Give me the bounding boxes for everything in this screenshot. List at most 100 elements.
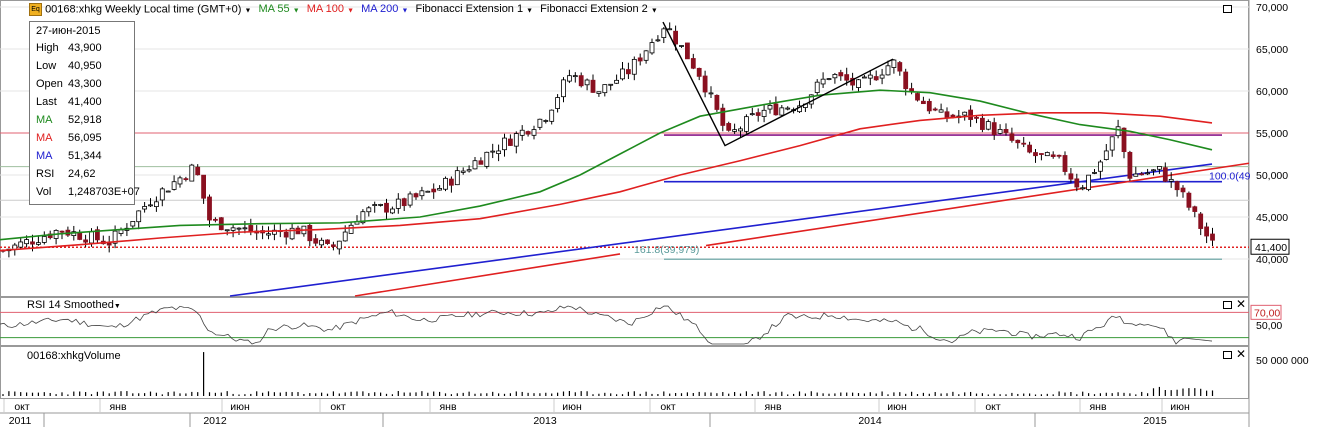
rsi-tick-box [1250,304,1282,320]
candle [89,231,94,244]
candle [572,75,578,78]
candle [224,229,230,232]
eq-icon[interactable]: Eq [29,3,42,16]
x-month-label: июн [562,401,582,413]
candle [590,79,596,93]
candle [867,74,873,79]
rsi-panel-title[interactable]: RSI 14 Smoothed▼ [27,299,121,311]
candle [136,210,142,223]
candle [395,198,401,209]
fib-label: 161.8(39,979) [634,244,699,256]
legend-ma100[interactable]: MA 100 [306,3,345,16]
legend-fib1[interactable]: Fibonacci Extension 1 [415,3,524,16]
info-row: Low 40,950 [36,58,102,74]
candle [348,224,354,234]
candle [496,150,502,155]
info-value: 40,950 [68,60,102,72]
candle [490,150,496,153]
dropdown-arrow-icon[interactable]: ▼ [244,7,252,15]
candle [738,128,743,132]
candle [637,57,643,62]
candle [1115,126,1121,137]
candle [944,111,950,118]
candle [148,204,153,207]
candle [460,170,466,173]
ma55-line [0,89,1213,241]
info-date: 27-июн-2015 [36,25,101,37]
dropdown-arrow-icon[interactable]: ▼ [526,7,534,15]
candle [1056,154,1062,157]
maximize-icon[interactable] [1223,351,1232,359]
dropdown-arrow-icon[interactable]: ▼ [113,303,121,310]
x-year-label: 2015 [1143,415,1167,427]
candle [118,229,124,234]
maximize-icon[interactable] [1223,5,1232,13]
candle [985,121,991,130]
candle [242,227,248,230]
rsi-tick-label: 50,00 [1256,320,1282,332]
candle [30,241,35,245]
candle [1145,172,1150,175]
rsi-line [0,305,1213,345]
candle [921,100,926,105]
x-month-label: окт [14,401,30,413]
candle [1098,161,1103,172]
candle [690,58,696,69]
chart-title: 00168:xhkg Weekly Local time (GMT+0) [45,3,242,16]
candle [1192,206,1198,212]
candle [779,107,785,116]
candle [378,204,384,206]
dropdown-arrow-icon[interactable]: ▼ [347,7,355,15]
dropdown-arrow-icon[interactable]: ▼ [292,7,300,15]
candle [755,112,761,116]
candle [567,75,572,82]
candle [938,109,944,113]
info-key: Open [36,78,63,90]
candle [342,231,348,242]
candle [543,120,549,122]
candle [1151,169,1156,172]
dropdown-arrow-icon[interactable]: ▼ [401,7,409,15]
candle [425,190,431,193]
candle [649,42,655,54]
candle [744,116,749,132]
candle [596,91,602,94]
x-month-label: июн [1170,401,1190,413]
candle [1039,153,1044,155]
info-row: Last 41,400 [36,94,102,110]
candle [1009,133,1015,141]
candle [968,109,973,120]
candle [962,111,968,116]
info-key: MA [36,114,53,126]
close-icon[interactable]: ✕ [1236,347,1247,361]
candle [643,50,649,61]
candle [785,107,791,110]
candle [289,227,295,240]
maximize-icon[interactable] [1223,301,1232,309]
ma100-line [0,112,1213,252]
legend-ma200[interactable]: MA 200 [361,3,399,16]
data-window: 27-июн-2015 High 43,900 Low 40,950 Open 43,30… [29,21,140,205]
legend-fib2[interactable]: Fibonacci Extension 2 [540,3,648,16]
legend-ma55[interactable]: MA 55 [258,3,290,16]
candle [1139,173,1145,176]
info-value: 56,095 [68,132,102,144]
candle [838,72,844,77]
candle [667,28,673,31]
last-price-box [1250,238,1290,255]
close-icon[interactable]: ✕ [1236,297,1247,311]
candle [525,131,531,135]
dropdown-arrow-icon[interactable]: ▼ [650,7,658,15]
candle [419,190,425,197]
x-month-label: окт [330,401,346,413]
candle [236,227,242,230]
info-key: Low [36,60,57,72]
candle [24,239,30,245]
candle [159,188,165,201]
x-month-label: янв [764,401,781,413]
candle [549,109,555,122]
trend-line [354,253,621,297]
candle [1068,173,1074,180]
candle [1210,233,1215,241]
